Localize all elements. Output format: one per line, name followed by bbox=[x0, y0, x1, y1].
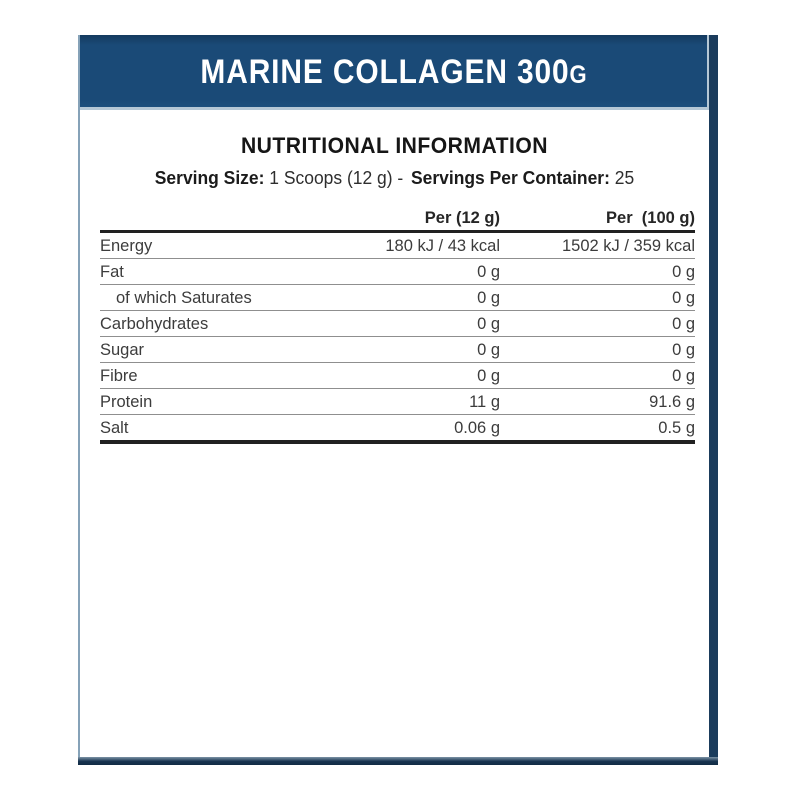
product-title: MARINE COLLAGEN 300G bbox=[200, 53, 587, 89]
product-title-main: MARINE COLLAGEN 300 bbox=[199, 53, 570, 91]
product-title-bar: MARINE COLLAGEN 300G bbox=[80, 35, 709, 110]
row-value-per-serving: 0 g bbox=[477, 315, 500, 333]
table-row: Fibre 0 g 0 g bbox=[100, 363, 695, 389]
table-row: of which Saturates 0 g 0 g bbox=[100, 285, 695, 311]
servings-per-container-value: 25 bbox=[614, 168, 635, 188]
row-nutrient-label: Protein bbox=[100, 393, 153, 411]
table-row: Carbohydrates 0 g 0 g bbox=[100, 311, 695, 337]
row-value-per-100g: 1502 kJ / 359 kcal bbox=[562, 237, 695, 255]
row-value-per-100g: 0 g bbox=[672, 341, 695, 359]
row-value-per-serving: 0 g bbox=[477, 341, 500, 359]
row-value-per-100g: 0 g bbox=[672, 367, 695, 385]
column-header-per-100g: Per (100 g) bbox=[606, 209, 695, 227]
row-value-per-serving: 0 g bbox=[477, 289, 500, 307]
panel-bottom-border bbox=[78, 757, 718, 765]
serving-size-label: Serving Size: bbox=[154, 168, 265, 188]
product-title-unit-suffix: G bbox=[569, 61, 588, 89]
nutrition-table-header-row: Per (12 g) Per (100 g) bbox=[100, 204, 695, 233]
row-value-per-100g: 91.6 g bbox=[649, 393, 695, 411]
row-value-per-serving: 11 g bbox=[469, 393, 500, 411]
nutrition-table: Per (12 g) Per (100 g) Energy 180 kJ / 43… bbox=[100, 204, 695, 444]
row-nutrient-label: Fibre bbox=[100, 367, 138, 385]
servings-per-container-label: Servings Per Container: bbox=[411, 168, 610, 188]
table-row: Fat 0 g 0 g bbox=[100, 259, 695, 285]
row-value-per-100g: 0 g bbox=[672, 315, 695, 333]
table-row: Protein 11 g 91.6 g bbox=[100, 389, 695, 415]
column-header-per-serving: Per (12 g) bbox=[424, 209, 500, 227]
row-nutrient-label: of which Saturates bbox=[116, 289, 252, 307]
table-row: Salt 0.06 g 0.5 g bbox=[100, 415, 695, 444]
row-nutrient-label: Sugar bbox=[100, 341, 145, 359]
serving-info-line: Serving Size: 1 Scoops (12 g) - Servings … bbox=[89, 168, 699, 189]
serving-size-value: 1 Scoops (12 g) - bbox=[269, 168, 404, 188]
row-value-per-serving: 0.06 g bbox=[454, 419, 500, 437]
row-value-per-serving: 180 kJ / 43 kcal bbox=[385, 237, 500, 255]
nutrition-table-body: Energy 180 kJ / 43 kcal 1502 kJ / 359 kcal… bbox=[100, 233, 695, 444]
row-value-per-100g: 0 g bbox=[672, 263, 695, 281]
nutrition-label-panel: MARINE COLLAGEN 300G NUTRITIONAL INFORMA… bbox=[78, 35, 718, 765]
row-value-per-100g: 0 g bbox=[672, 289, 695, 307]
table-row: Sugar 0 g 0 g bbox=[100, 337, 695, 363]
row-value-per-serving: 0 g bbox=[477, 367, 500, 385]
row-nutrient-label: Carbohydrates bbox=[100, 315, 209, 333]
row-nutrient-label: Fat bbox=[100, 263, 124, 281]
row-value-per-100g: 0.5 g bbox=[658, 419, 695, 437]
row-nutrient-label: Energy bbox=[100, 237, 153, 255]
section-title: NUTRITIONAL INFORMATION bbox=[240, 133, 549, 158]
row-nutrient-label: Salt bbox=[100, 419, 129, 437]
table-row: Energy 180 kJ / 43 kcal 1502 kJ / 359 kcal bbox=[100, 233, 695, 259]
row-value-per-serving: 0 g bbox=[477, 263, 500, 281]
